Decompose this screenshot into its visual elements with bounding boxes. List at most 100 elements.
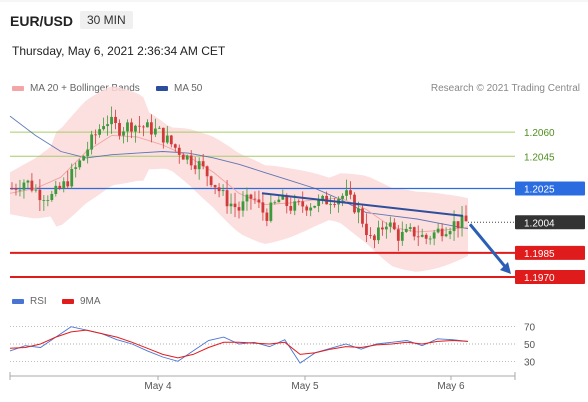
candle-body <box>281 195 285 200</box>
candle-body <box>357 208 360 213</box>
rsi-tick-50: 50 <box>524 340 536 351</box>
candle-body <box>102 126 105 130</box>
candle-body <box>261 202 265 213</box>
candle-body <box>297 201 301 203</box>
ma20-swatch <box>12 86 24 91</box>
chart-header: EUR/USD 30 MIN <box>0 0 588 40</box>
candle-body <box>138 125 141 127</box>
candle-body <box>365 223 368 236</box>
candle-body <box>10 188 14 190</box>
level-tag-1.1985 <box>515 245 585 260</box>
candle-body <box>321 195 325 200</box>
candle-body <box>388 222 392 227</box>
candle-body <box>428 238 432 240</box>
candle-body <box>253 198 257 200</box>
candle-body <box>110 116 113 125</box>
timeframe-badge[interactable]: 30 MIN <box>80 11 133 29</box>
candle-body <box>62 181 66 189</box>
candle-body <box>289 206 293 211</box>
rsi-series-RSI <box>9 326 469 364</box>
candle-body <box>181 154 185 160</box>
candle-body <box>142 126 145 128</box>
x-tick-label: May 6 <box>437 381 465 392</box>
candle-body <box>380 227 384 230</box>
candle-body <box>217 187 221 192</box>
candle-body <box>285 195 289 207</box>
level-label-1.1970: 1.1970 <box>524 273 555 284</box>
level-label-1.2004: 1.2004 <box>524 218 555 229</box>
candle-body <box>161 127 165 143</box>
x-tick-label: May 5 <box>291 381 319 392</box>
level-label-1.2060: 1.2060 <box>524 128 555 139</box>
candle-body <box>241 201 245 211</box>
candle-body <box>436 228 440 233</box>
candle-body <box>18 189 22 191</box>
candle-body <box>177 147 181 155</box>
candle-body <box>269 202 273 221</box>
candle-body <box>106 124 109 127</box>
candle-body <box>225 190 229 207</box>
candle-body <box>213 185 217 188</box>
candle-body <box>265 212 269 221</box>
rsi-series-9MA <box>9 329 469 359</box>
candle-body <box>94 134 98 136</box>
candle-body <box>229 203 233 207</box>
candle-body <box>118 123 121 136</box>
candle-body <box>42 200 46 201</box>
candle-body <box>392 222 396 230</box>
candle-body <box>245 194 249 202</box>
candle-body <box>185 155 189 160</box>
legend-9ma: 9MA <box>62 296 101 307</box>
candle-body <box>197 161 201 170</box>
candle-body <box>153 128 157 135</box>
candle-body <box>66 181 70 187</box>
candle-body <box>448 231 452 235</box>
candle-body <box>209 176 213 186</box>
candle-body <box>249 194 253 199</box>
candle-body <box>373 235 376 241</box>
candle-body <box>205 166 209 177</box>
candle-body <box>54 185 58 194</box>
candle-body <box>149 122 153 135</box>
candle-body <box>58 185 62 189</box>
rsi-tick-70: 70 <box>524 323 536 334</box>
candle-body <box>341 195 344 199</box>
candle-body <box>452 221 456 232</box>
candle-body <box>309 207 313 211</box>
candle-body <box>432 232 436 239</box>
candle-body <box>134 125 137 132</box>
legend-rsi: RSI <box>12 296 47 307</box>
forecast-arrow <box>468 223 509 270</box>
candle-body <box>22 182 26 190</box>
candle-body <box>26 180 30 183</box>
candle-body <box>50 193 54 201</box>
candle-body <box>221 190 225 192</box>
candle-body <box>301 201 305 207</box>
candle-body <box>317 199 321 206</box>
candle-body <box>460 215 464 229</box>
candle-body <box>400 231 404 241</box>
candle-body <box>70 168 74 187</box>
candle-body <box>114 116 117 124</box>
candle-body <box>408 227 412 229</box>
candle-body <box>122 131 125 136</box>
candle-body <box>90 134 94 150</box>
symbol-title: EUR/USD <box>10 13 74 29</box>
candle-body <box>157 127 161 129</box>
candle-body <box>369 235 372 236</box>
candle-body <box>404 228 408 232</box>
candle-body <box>189 155 193 166</box>
candle-body <box>396 229 400 241</box>
bollinger-band <box>10 86 468 272</box>
candle-body <box>201 161 205 167</box>
candle-body <box>78 160 82 168</box>
candle-body <box>193 165 197 170</box>
candle-body <box>313 205 317 208</box>
candle-body <box>257 199 261 203</box>
candle-body <box>38 189 42 201</box>
candle-body <box>126 122 129 132</box>
candle-body <box>34 189 38 191</box>
candle-body <box>82 156 86 161</box>
candle-body <box>305 206 309 211</box>
candle-body <box>420 234 424 237</box>
